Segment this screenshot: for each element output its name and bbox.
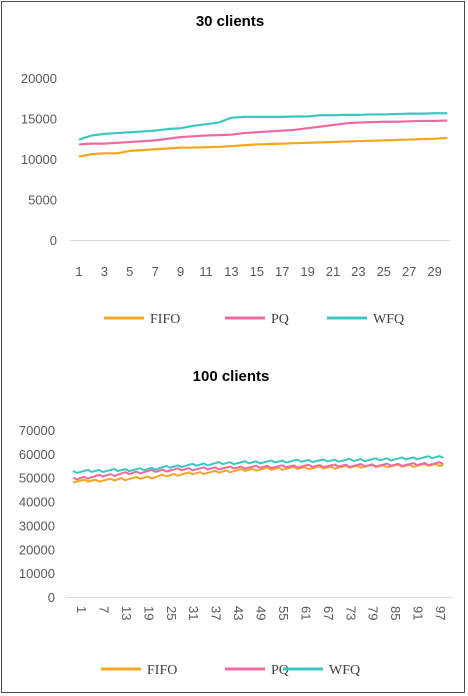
y-tick-label: 10000 — [21, 152, 57, 167]
x-tick-label: 19 — [300, 264, 314, 279]
x-tick-label: 55 — [276, 606, 291, 620]
legend-entry: WFQ — [327, 312, 404, 327]
y-tick-label: 50000 — [19, 471, 55, 486]
y-tick-label: 15000 — [21, 112, 57, 127]
x-tick-label: 25 — [377, 264, 391, 279]
x-tick-label: 1 — [74, 606, 89, 613]
y-tick-label: 70000 — [19, 423, 55, 438]
legend-label: WFQ — [373, 312, 404, 327]
x-tick-label: 13 — [119, 606, 134, 620]
x-tick-label: 91 — [411, 606, 426, 620]
y-tick-label: 0 — [50, 233, 57, 248]
chart-title: 30 clients — [196, 13, 264, 30]
x-tick-label: 7 — [152, 264, 159, 279]
y-tick-label: 40000 — [19, 495, 55, 510]
x-tick-label: 21 — [326, 264, 340, 279]
x-tick-label: 3 — [101, 264, 108, 279]
y-tick-label: 60000 — [19, 447, 55, 462]
y-tick-label: 20000 — [19, 542, 55, 557]
x-tick-label: 5 — [126, 264, 133, 279]
x-tick-label: 7 — [96, 606, 111, 613]
chart-title: 100 clients — [193, 368, 270, 385]
legend-entry: FIFO — [101, 663, 177, 678]
x-tick-label: 73 — [343, 606, 358, 620]
x-tick-label: 13 — [224, 264, 238, 279]
y-tick-label: 5000 — [28, 193, 57, 208]
legend-label: FIFO — [147, 663, 177, 678]
x-tick-label: 43 — [231, 606, 246, 620]
legend-entry: PQ — [225, 663, 289, 678]
series-line-pq — [72, 461, 444, 481]
legend-label: PQ — [271, 312, 289, 327]
x-tick-label: 19 — [141, 606, 156, 620]
x-tick-label: 9 — [177, 264, 184, 279]
legend-label: FIFO — [150, 312, 180, 327]
legend-label: PQ — [271, 663, 289, 678]
legend-label: WFQ — [329, 663, 360, 678]
x-tick-label: 27 — [402, 264, 416, 279]
x-tick-label: 37 — [209, 606, 224, 620]
series-line-fifo — [78, 136, 448, 158]
y-tick-label: 30000 — [19, 518, 55, 533]
x-tick-label: 25 — [164, 606, 179, 620]
x-tick-label: 97 — [433, 606, 448, 620]
x-tick-label: 85 — [388, 606, 403, 620]
x-tick-label: 23 — [351, 264, 365, 279]
series-line-wfq — [78, 112, 448, 141]
x-tick-label: 49 — [254, 606, 269, 620]
x-tick-label: 79 — [366, 606, 381, 620]
x-tick-label: 11 — [199, 264, 213, 279]
legend-entry: PQ — [225, 312, 289, 327]
y-tick-label: 0 — [48, 590, 55, 605]
legend-entry: WFQ — [283, 663, 360, 678]
x-tick-label: 15 — [250, 264, 264, 279]
x-tick-label: 67 — [321, 606, 336, 620]
x-tick-label: 61 — [298, 606, 313, 620]
x-tick-label: 1 — [75, 264, 82, 279]
series-line-pq — [78, 119, 448, 146]
y-tick-label: 10000 — [19, 566, 55, 581]
legend-entry: FIFO — [104, 312, 180, 327]
series-line-wfq — [72, 455, 444, 474]
x-tick-label: 29 — [427, 264, 441, 279]
x-tick-label: 17 — [275, 264, 289, 279]
x-tick-label: 31 — [186, 606, 201, 620]
y-tick-label: 20000 — [21, 71, 57, 86]
